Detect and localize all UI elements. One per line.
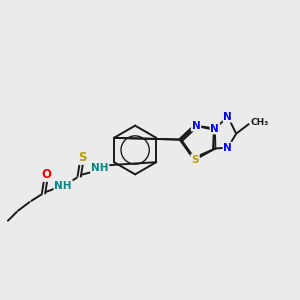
Text: N: N [192,121,200,130]
Text: N: N [224,112,232,122]
Text: N: N [210,124,219,134]
Text: NH: NH [55,181,72,191]
Text: O: O [42,168,52,181]
Text: S: S [78,151,86,164]
Text: NH: NH [91,164,109,173]
Text: S: S [191,154,199,164]
Text: CH₃: CH₃ [251,118,269,127]
Text: N: N [224,142,232,153]
